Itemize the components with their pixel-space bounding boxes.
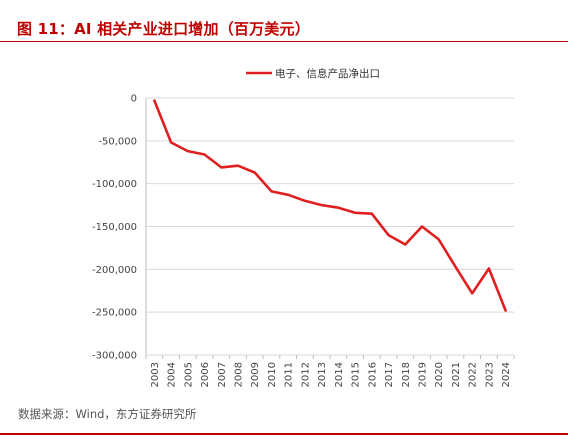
x-tick-label: 2005 bbox=[183, 362, 194, 387]
series-lines bbox=[153, 99, 507, 312]
y-tick-label: -250,000 bbox=[92, 308, 137, 319]
x-tick-label: 2009 bbox=[250, 362, 261, 387]
x-tick-label: 2017 bbox=[384, 362, 395, 387]
legend-label: 电子、信息产品净出口 bbox=[275, 67, 380, 80]
x-tick-label: 2024 bbox=[501, 362, 512, 387]
x-tick-label: 2023 bbox=[484, 362, 495, 387]
y-tick-label: -300,000 bbox=[92, 351, 137, 362]
y-tick-labels: 0 -50,000 -100,000 -150,000 -200,000 -250,000… bbox=[92, 94, 137, 362]
x-tick-label: 2019 bbox=[418, 362, 429, 387]
y-tick-label: -50,000 bbox=[98, 136, 137, 147]
x-tick-label: 2015 bbox=[351, 362, 362, 387]
bottom-divider bbox=[0, 433, 568, 435]
x-tick-label: 2021 bbox=[451, 362, 462, 387]
x-tick-labels: 2003 2004 2005 2006 2007 2008 2009 2010 2011 2012… bbox=[150, 362, 512, 387]
y-tick-label: -150,000 bbox=[92, 222, 137, 233]
title-divider bbox=[0, 41, 568, 42]
x-tick-label: 2014 bbox=[334, 362, 345, 387]
series-line bbox=[153, 99, 507, 312]
legend: 电子、信息产品净出口 bbox=[246, 67, 380, 80]
grid-lines bbox=[146, 97, 514, 356]
x-tick-label: 2010 bbox=[267, 362, 278, 387]
x-tick-label: 2006 bbox=[200, 362, 211, 387]
x-tick-label: 2018 bbox=[401, 362, 412, 387]
y-tick-label: 0 bbox=[131, 94, 137, 105]
x-tick-label: 2022 bbox=[468, 362, 479, 387]
x-tick-label: 2011 bbox=[284, 362, 295, 387]
y-tick-label: -100,000 bbox=[92, 179, 137, 190]
x-tick-label: 2013 bbox=[317, 362, 328, 387]
figure-title: 图 11：AI 相关产业进口增加（百万美元） bbox=[17, 20, 310, 38]
x-tick-label: 2008 bbox=[234, 362, 245, 387]
source-note: 数据来源：Wind，东方证券研究所 bbox=[18, 407, 197, 421]
y-tick-label: -200,000 bbox=[92, 265, 137, 276]
x-tick-label: 2020 bbox=[434, 362, 445, 387]
x-tick-label: 2004 bbox=[167, 362, 178, 387]
x-tick-label: 2016 bbox=[367, 362, 378, 387]
axes bbox=[145, 98, 515, 359]
x-tick-label: 2003 bbox=[150, 362, 161, 387]
x-tick-label: 2012 bbox=[300, 362, 311, 387]
x-tick-label: 2007 bbox=[217, 362, 228, 387]
